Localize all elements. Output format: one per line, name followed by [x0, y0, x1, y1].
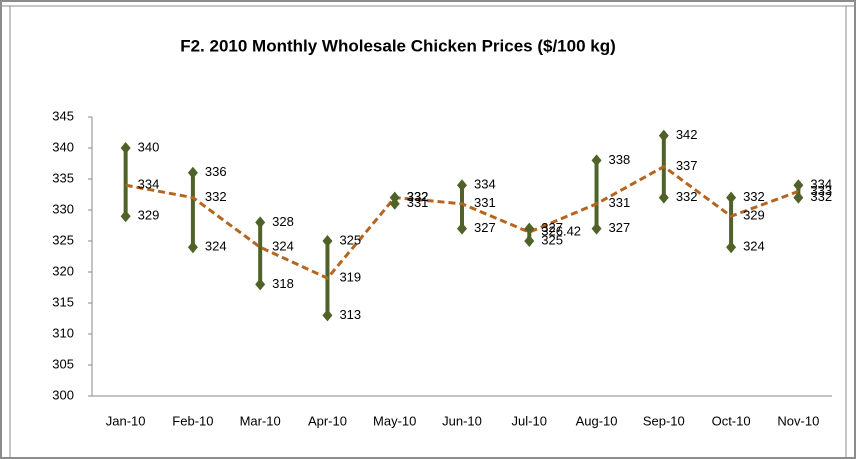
diamond-marker	[524, 222, 535, 235]
y-tick-label: 305	[52, 356, 74, 371]
data-label: 332	[205, 189, 227, 204]
y-tick-label: 300	[52, 387, 74, 402]
diamond-marker	[726, 241, 737, 254]
x-tick-label: Jan-10	[106, 413, 146, 428]
x-tick-label: Apr-10	[308, 413, 347, 428]
y-tick-label: 320	[52, 263, 74, 278]
diamond-marker	[187, 166, 198, 179]
data-label: 331	[609, 195, 631, 210]
diamond-marker	[457, 179, 467, 192]
data-label: 325	[541, 232, 563, 247]
data-label: 334	[810, 177, 832, 192]
data-label: 332	[407, 189, 429, 204]
data-label: 327	[609, 220, 631, 235]
diamond-marker	[389, 191, 400, 204]
diamond-marker	[120, 210, 131, 223]
diamond-marker	[322, 235, 333, 247]
x-tick-label: Sep-10	[643, 413, 685, 428]
x-tick-label: Oct-10	[712, 413, 751, 428]
y-tick-label: 345	[52, 108, 74, 123]
data-label: 332	[676, 189, 698, 204]
data-label: 338	[609, 152, 631, 167]
data-label: 319	[339, 270, 361, 285]
data-label: 329	[138, 208, 160, 223]
x-tick-label: Feb-10	[172, 413, 213, 428]
diamond-marker	[658, 191, 669, 204]
x-tick-label: Mar-10	[240, 413, 281, 428]
data-label: 329	[743, 208, 765, 223]
data-label: 326.42	[541, 224, 581, 239]
data-label: 318	[272, 276, 294, 291]
diamond-marker	[187, 241, 198, 254]
diamond-marker	[591, 154, 602, 167]
y-tick-label: 315	[52, 294, 74, 309]
data-label: 327	[541, 220, 563, 235]
data-label: 328	[272, 214, 294, 229]
data-label: 325	[339, 232, 361, 247]
data-label: 332	[743, 189, 765, 204]
y-tick-label: 310	[52, 325, 74, 340]
data-label: 327	[474, 220, 496, 235]
y-tick-label: 335	[52, 170, 74, 185]
y-tick-label: 325	[52, 232, 74, 247]
data-label: 336	[205, 164, 227, 179]
diamond-marker	[389, 197, 400, 210]
diamond-marker	[255, 278, 266, 291]
data-label: 324	[205, 239, 227, 254]
average-line	[125, 164, 799, 281]
diamond-marker	[793, 191, 804, 204]
diamond-marker	[322, 309, 333, 322]
x-tick-label: Aug-10	[576, 413, 618, 428]
data-label: 332	[407, 189, 429, 204]
diamond-marker	[726, 191, 737, 204]
chart-title: F2. 2010 Monthly Wholesale Chicken Price…	[180, 36, 616, 55]
data-label: 340	[138, 139, 160, 154]
data-label: 333	[810, 183, 832, 198]
data-label: 342	[676, 127, 698, 142]
data-label: 324	[743, 239, 765, 254]
diamond-marker	[658, 129, 669, 142]
diamond-marker	[255, 216, 266, 229]
data-label: 331	[407, 195, 429, 210]
x-tick-label: Jun-10	[442, 413, 482, 428]
x-tick-label: Nov-10	[777, 413, 819, 428]
data-label: 334	[474, 177, 496, 192]
diamond-marker	[591, 222, 602, 235]
diamond-marker	[457, 222, 467, 235]
data-label: 324	[272, 239, 294, 254]
diamond-marker	[524, 235, 535, 247]
x-tick-label: May-10	[373, 413, 416, 428]
data-label: 332	[810, 189, 832, 204]
x-tick-label: Jul-10	[512, 413, 547, 428]
data-label: 337	[676, 158, 698, 173]
diamond-marker	[793, 179, 804, 192]
y-tick-label: 330	[52, 201, 74, 216]
diamond-marker	[120, 142, 131, 154]
data-label: 331	[474, 195, 496, 210]
y-tick-label: 340	[52, 139, 74, 154]
data-label: 334	[138, 177, 160, 192]
data-label: 313	[339, 307, 361, 322]
